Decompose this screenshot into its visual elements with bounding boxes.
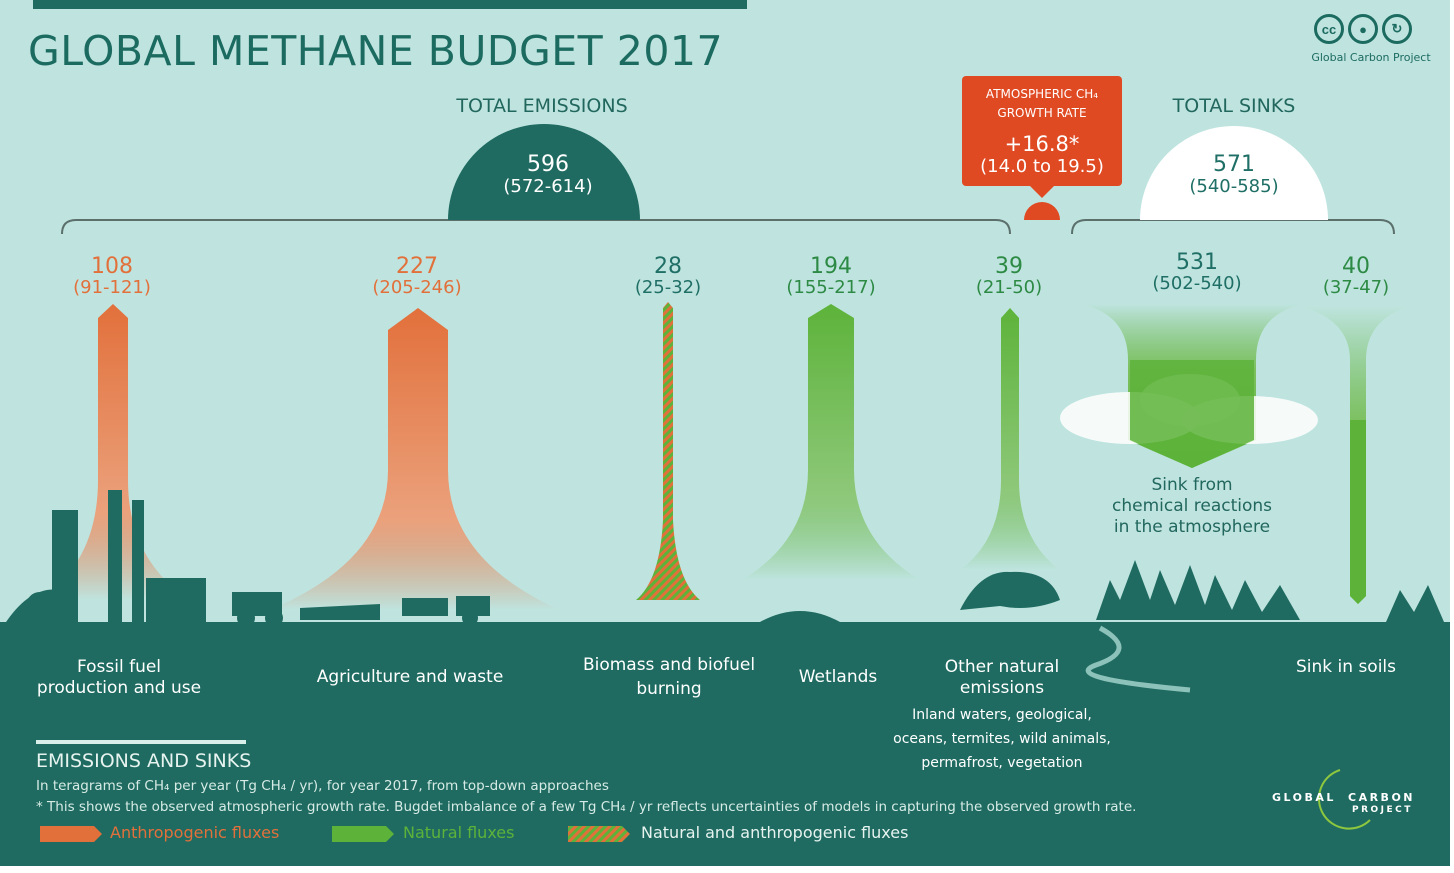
agriculture-value: 227 (396, 254, 438, 279)
legend-swatch-mixed (568, 826, 630, 842)
fossil-fuel-label-1: Fossil fuel (76, 657, 162, 677)
gcp-logo-word-1: GLOBAL (1272, 791, 1336, 804)
publisher-label: Global Carbon Project (1311, 51, 1431, 64)
wetlands-value: 194 (810, 254, 852, 279)
legend-anthropogenic-label: Anthropogenic fluxes (110, 823, 280, 842)
river (1085, 625, 1191, 693)
gcp-logo-word-3: PROJECT (1352, 805, 1413, 815)
legend-swatch-anthropogenic (40, 826, 102, 842)
growth-rate-dome (1024, 202, 1060, 220)
growth-rate-title-2: GROWTH RATE (997, 106, 1087, 120)
legend-swatch-natural (332, 826, 394, 842)
agriculture-range: (205-246) (372, 277, 462, 298)
other-natural-label-1: Other natural (944, 657, 1060, 677)
page-title: GLOBAL METHANE BUDGET 2017 (28, 27, 724, 75)
atmospheric-sink-label-1: Sink from (1151, 475, 1233, 495)
biomass-value: 28 (654, 254, 682, 279)
total-emissions-value: 596 (527, 152, 569, 177)
legend-footnote: * This shows the observed atmospheric gr… (36, 799, 1137, 815)
agriculture-label: Agriculture and waste (316, 667, 504, 687)
top-accent-bar (33, 0, 747, 9)
fossil-fuel-flux-arrow (40, 304, 190, 600)
total-sinks-range: (540-585) (1189, 176, 1279, 197)
atmospheric-sink-arrow (1060, 304, 1318, 468)
fossil-fuel-label-2: production and use (36, 678, 202, 698)
growth-rate-box (962, 76, 1122, 186)
total-emissions-dome (448, 124, 640, 220)
atmospheric-sink-range: (502-540) (1152, 273, 1242, 294)
growth-rate-range: (14.0 to 19.5) (980, 156, 1104, 177)
total-sinks-dome (1140, 126, 1328, 220)
fossil-fuel-value: 108 (91, 254, 133, 279)
atmospheric-sink-value: 531 (1176, 250, 1218, 275)
other-natural-flux-arrow (960, 308, 1060, 570)
soil-sink-range: (37-47) (1322, 277, 1390, 298)
wetlands-label: Wetlands (798, 667, 878, 687)
legend-underline (36, 740, 246, 744)
other-natural-label-2: emissions (959, 678, 1045, 698)
growth-rate-value: +16.8* (1004, 132, 1080, 156)
total-sinks-label: TOTAL SINKS (1172, 95, 1296, 117)
total-emissions-label: TOTAL EMISSIONS (456, 95, 628, 117)
biomass-label-2: burning (636, 679, 702, 699)
license-icons: cc ● ↻ (1314, 14, 1412, 44)
legend-units-note: In teragrams of CH₄ per year (Tg CH₄ / y… (36, 778, 609, 794)
total-emissions-range: (572-614) (503, 176, 593, 197)
other-natural-detail-3: permafrost, vegetation (921, 755, 1083, 771)
soil-sink-arrow (1300, 306, 1410, 604)
cc-icon: cc (1314, 14, 1344, 44)
growth-rate-title-1: ATMOSPHERIC CH₄ (985, 87, 1099, 101)
gcp-logo-arc (1317, 769, 1371, 830)
gcp-logo-word-2: CARBON (1348, 791, 1415, 804)
agriculture-flux-arrow (270, 308, 560, 610)
other-natural-detail-1: Inland waters, geological, (912, 707, 1092, 723)
total-sinks-value: 571 (1213, 152, 1255, 177)
soil-sink-label: Sink in soils (1296, 657, 1396, 677)
biomass-label-1: Biomass and biofuel (582, 655, 756, 675)
legend-natural-label: Natural fluxes (403, 823, 515, 842)
other-natural-detail-2: oceans, termites, wild animals, (893, 731, 1111, 747)
legend-mixed-label: Natural and anthropogenic fluxes (641, 823, 909, 842)
soil-sink-value: 40 (1342, 254, 1370, 279)
atmospheric-sink-label-3: in the atmosphere (1113, 517, 1271, 537)
share-alike-icon: ↻ (1382, 14, 1412, 44)
other-natural-value: 39 (995, 254, 1023, 279)
attribution-icon: ● (1348, 14, 1378, 44)
atmospheric-sink-label-2: chemical reactions (1111, 496, 1272, 516)
wetlands-flux-arrow (742, 304, 920, 580)
fossil-fuel-range: (91-121) (73, 277, 151, 298)
biomass-range: (25-32) (634, 277, 702, 298)
legend-title: EMISSIONS AND SINKS (36, 750, 252, 772)
other-natural-range: (21-50) (975, 277, 1043, 298)
biomass-flux-arrow (636, 302, 700, 600)
wetlands-range: (155-217) (786, 277, 876, 298)
